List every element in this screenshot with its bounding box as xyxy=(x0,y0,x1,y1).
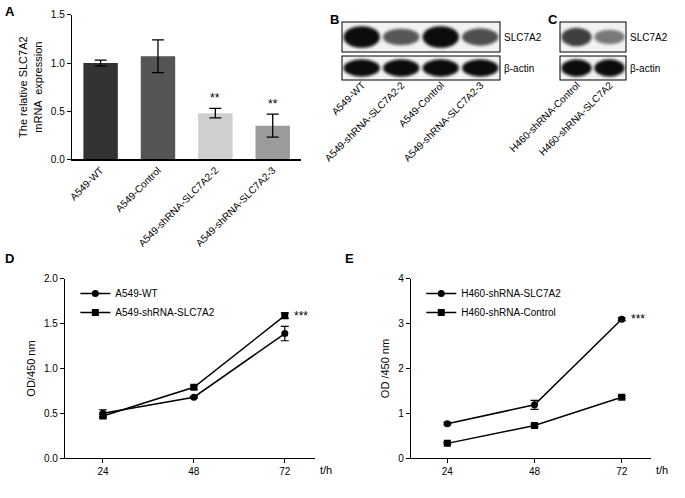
svg-text:1.5: 1.5 xyxy=(51,9,65,20)
svg-text:**: ** xyxy=(210,91,220,105)
svg-text:**: ** xyxy=(268,97,278,111)
svg-text:***: *** xyxy=(631,312,645,326)
svg-text:A549-WT: A549-WT xyxy=(115,288,157,299)
svg-text:72: 72 xyxy=(616,466,628,477)
svg-text:1.0: 1.0 xyxy=(51,58,65,69)
svg-text:2: 2 xyxy=(398,363,404,374)
svg-text:β-actin: β-actin xyxy=(504,63,534,74)
svg-text:48: 48 xyxy=(188,466,200,477)
svg-text:24: 24 xyxy=(97,466,109,477)
svg-text:A549-shRNA-SLC7A2-2: A549-shRNA-SLC7A2-2 xyxy=(136,164,220,248)
svg-text:0: 0 xyxy=(398,453,404,464)
svg-text:1.0: 1.0 xyxy=(44,363,58,374)
svg-text:The relative SLC7A2mRNA expre: The relative SLC7A2mRNA expression xyxy=(17,36,43,138)
svg-text:t/h: t/h xyxy=(656,464,668,476)
svg-text:***: *** xyxy=(294,309,308,323)
svg-text:A549-shRNA-SLC7A2: A549-shRNA-SLC7A2 xyxy=(115,307,214,318)
svg-text:A549-Control: A549-Control xyxy=(397,80,446,129)
svg-text:A549-shRNA-SLC7A2-2: A549-shRNA-SLC7A2-2 xyxy=(323,79,407,163)
svg-text:H460-shRNA-SLC7A2: H460-shRNA-SLC7A2 xyxy=(537,79,615,157)
svg-text:H460-shRNA-SLC7A2: H460-shRNA-SLC7A2 xyxy=(461,288,561,299)
svg-text:4: 4 xyxy=(398,273,404,284)
svg-text:72: 72 xyxy=(279,466,291,477)
svg-text:D: D xyxy=(5,251,14,266)
svg-text:A549-shRNA-SLC7A2-3: A549-shRNA-SLC7A2-3 xyxy=(194,164,278,248)
svg-text:2.0: 2.0 xyxy=(44,273,58,284)
svg-text:48: 48 xyxy=(529,466,541,477)
svg-text:3: 3 xyxy=(398,318,404,329)
svg-text:β-actin: β-actin xyxy=(630,63,660,74)
svg-text:A549-Control: A549-Control xyxy=(113,165,162,214)
svg-text:SLC7A2: SLC7A2 xyxy=(504,32,542,43)
svg-text:A: A xyxy=(5,4,15,19)
svg-text:OD /450 nm: OD /450 nm xyxy=(379,339,391,398)
svg-text:1.5: 1.5 xyxy=(44,318,58,329)
svg-text:t/h: t/h xyxy=(320,464,332,476)
svg-text:0.0: 0.0 xyxy=(51,154,65,165)
svg-text:SLC7A2: SLC7A2 xyxy=(630,32,668,43)
svg-text:A549-WT: A549-WT xyxy=(68,165,106,203)
svg-text:0.5: 0.5 xyxy=(44,408,58,419)
svg-text:1: 1 xyxy=(398,408,404,419)
svg-text:C: C xyxy=(548,12,558,27)
svg-text:E: E xyxy=(345,251,354,266)
svg-text:OD/450 nm: OD/450 nm xyxy=(25,340,37,396)
svg-text:B: B xyxy=(330,12,339,27)
svg-text:A549-WT: A549-WT xyxy=(330,80,368,118)
svg-text:A549-shRNA-SLC7A2-3: A549-shRNA-SLC7A2-3 xyxy=(402,79,486,163)
svg-text:24: 24 xyxy=(442,466,454,477)
svg-text:H460-shRNA-Control: H460-shRNA-Control xyxy=(461,307,555,318)
svg-text:H460-shRNA-Control: H460-shRNA-Control xyxy=(507,80,582,155)
svg-text:0.0: 0.0 xyxy=(44,453,58,464)
svg-text:0.5: 0.5 xyxy=(51,106,65,117)
